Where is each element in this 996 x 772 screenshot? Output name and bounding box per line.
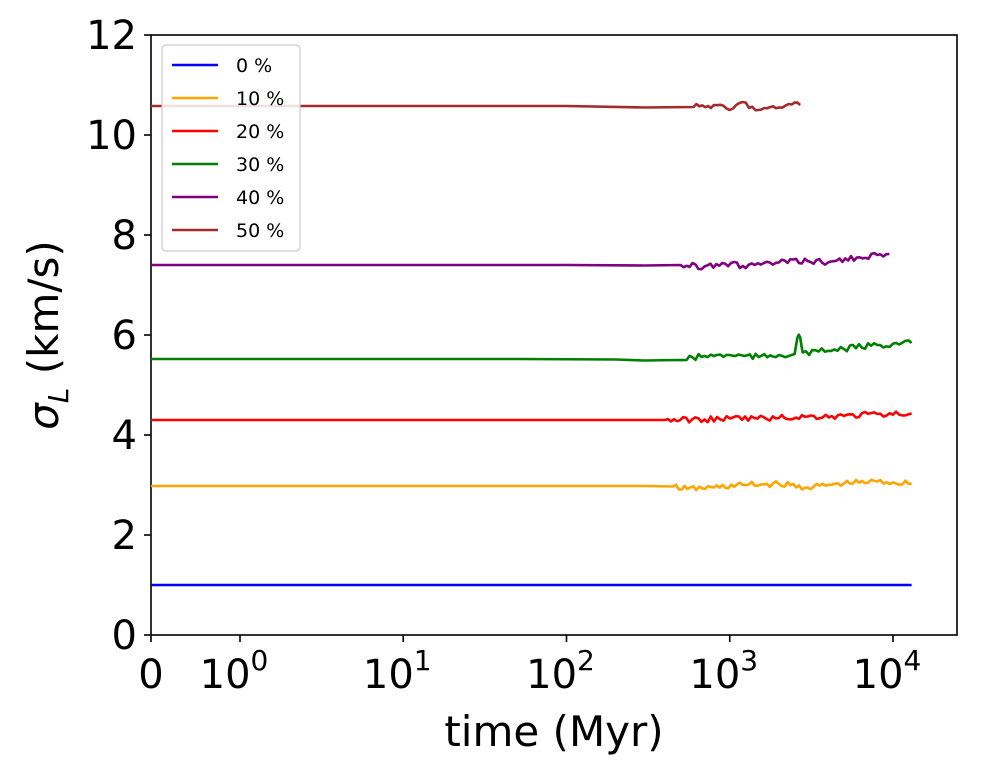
legend-entry-label: 50 % [236, 220, 284, 242]
y-axis-label-unit: (km/s) [19, 240, 68, 387]
x-tick-label: 0 [138, 652, 163, 698]
legend-box [161, 44, 301, 252]
legend-entry-label: 0 % [236, 55, 272, 77]
y-axis-label-symbol: σ [19, 402, 68, 430]
series-line [151, 478, 912, 492]
y-axis-ticks: 0 2 4 6 8 10 12 [86, 13, 151, 659]
x-tick-label: 104 [853, 644, 922, 698]
y-tick-label: 0 [112, 613, 137, 659]
y-axis-label: σL (km/s) [19, 240, 75, 430]
legend-entry-label: 40 % [236, 187, 284, 209]
y-tick-label: 6 [112, 313, 137, 359]
x-tick-label-base: 10 [689, 652, 740, 698]
x-tick-label-exponent: 1 [414, 644, 432, 677]
x-tick-label-exponent: 4 [904, 644, 922, 677]
y-axis-label-subscript: L [42, 388, 75, 404]
legend-entry-label: 20 % [236, 121, 284, 143]
y-tick-label: 2 [112, 513, 137, 559]
x-tick-label-base: 10 [853, 652, 904, 698]
x-tick-label: 101 [363, 644, 432, 698]
x-tick-label: 102 [526, 644, 595, 698]
series-layer [151, 100, 913, 587]
series-line [151, 410, 912, 424]
x-tick-label-exponent: 3 [740, 644, 758, 677]
x-tick-label-base: 10 [200, 652, 251, 698]
x-axis-label: time (Myr) [444, 707, 663, 756]
x-tick-label-exponent: 2 [577, 644, 595, 677]
series-line [151, 251, 890, 271]
x-tick-label-base: 10 [526, 652, 577, 698]
series-line [151, 333, 913, 362]
y-tick-label: 8 [112, 213, 137, 259]
x-tick-label-exponent: 0 [251, 644, 269, 677]
y-tick-label: 4 [112, 413, 137, 459]
series-line [151, 100, 802, 112]
x-tick-label: 103 [689, 644, 758, 698]
legend: 0 % 10 % 20 % 30 % 40 % 50 % [161, 44, 301, 252]
x-tick-label-base: 0 [138, 652, 163, 698]
y-tick-label: 12 [86, 13, 137, 59]
legend-entry-label: 10 % [236, 88, 284, 110]
x-tick-label-base: 10 [363, 652, 414, 698]
legend-entry-label: 30 % [236, 154, 284, 176]
x-tick-label: 100 [200, 644, 269, 698]
y-tick-label: 10 [86, 113, 137, 159]
x-axis-ticks: 0 100 101 102 103 104 [138, 635, 921, 698]
